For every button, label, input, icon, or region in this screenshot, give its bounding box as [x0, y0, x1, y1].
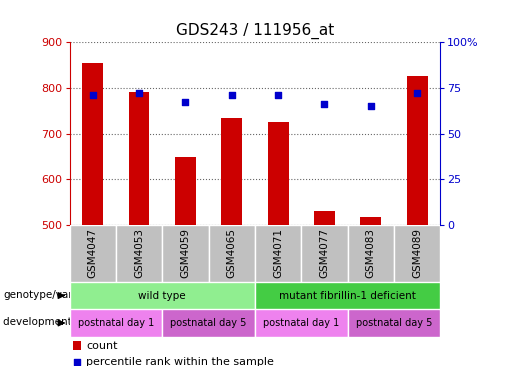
Text: GSM4083: GSM4083	[366, 228, 376, 279]
Bar	[73, 341, 81, 350]
Text: development stage: development stage	[4, 317, 105, 328]
Bar	[209, 225, 255, 282]
Bar	[129, 92, 149, 225]
Bar	[70, 282, 255, 309]
Title: GDS243 / 111956_at: GDS243 / 111956_at	[176, 23, 334, 40]
Bar	[255, 282, 440, 309]
Bar	[268, 122, 288, 225]
Bar	[360, 217, 381, 225]
Bar	[348, 309, 440, 337]
Point	[274, 92, 282, 98]
Bar	[255, 309, 348, 337]
Point	[320, 101, 329, 107]
Text: wild type: wild type	[139, 291, 186, 300]
Point	[413, 90, 421, 96]
Point	[367, 103, 375, 109]
Bar	[394, 225, 440, 282]
Text: mutant fibrillin-1 deficient: mutant fibrillin-1 deficient	[279, 291, 416, 300]
Text: postnatal day 5: postnatal day 5	[170, 318, 247, 328]
Text: percentile rank within the sample: percentile rank within the sample	[86, 358, 274, 366]
Text: postnatal day 1: postnatal day 1	[263, 318, 339, 328]
Bar	[175, 157, 196, 225]
Bar	[255, 225, 301, 282]
Bar	[348, 225, 394, 282]
Bar	[162, 225, 209, 282]
Point	[135, 90, 143, 96]
Text: postnatal day 1: postnatal day 1	[78, 318, 154, 328]
Bar	[116, 225, 162, 282]
Text: count: count	[86, 341, 118, 351]
Bar	[407, 76, 427, 225]
Bar	[70, 225, 116, 282]
Text: GSM4077: GSM4077	[319, 228, 330, 279]
Text: GSM4089: GSM4089	[412, 228, 422, 279]
Text: GSM4065: GSM4065	[227, 228, 237, 279]
Text: GSM4059: GSM4059	[180, 228, 191, 279]
Bar	[301, 225, 348, 282]
Point	[181, 100, 190, 105]
Bar	[82, 63, 103, 225]
Text: GSM4047: GSM4047	[88, 228, 98, 279]
Point	[228, 92, 236, 98]
Text: GSM4053: GSM4053	[134, 228, 144, 279]
Bar	[162, 309, 255, 337]
Text: postnatal day 5: postnatal day 5	[356, 318, 432, 328]
Text: genotype/variation: genotype/variation	[4, 290, 102, 300]
Bar	[221, 119, 242, 225]
Bar	[70, 309, 162, 337]
Text: GSM4071: GSM4071	[273, 228, 283, 279]
Point	[73, 359, 81, 365]
Point	[89, 92, 97, 98]
Bar	[314, 212, 335, 225]
